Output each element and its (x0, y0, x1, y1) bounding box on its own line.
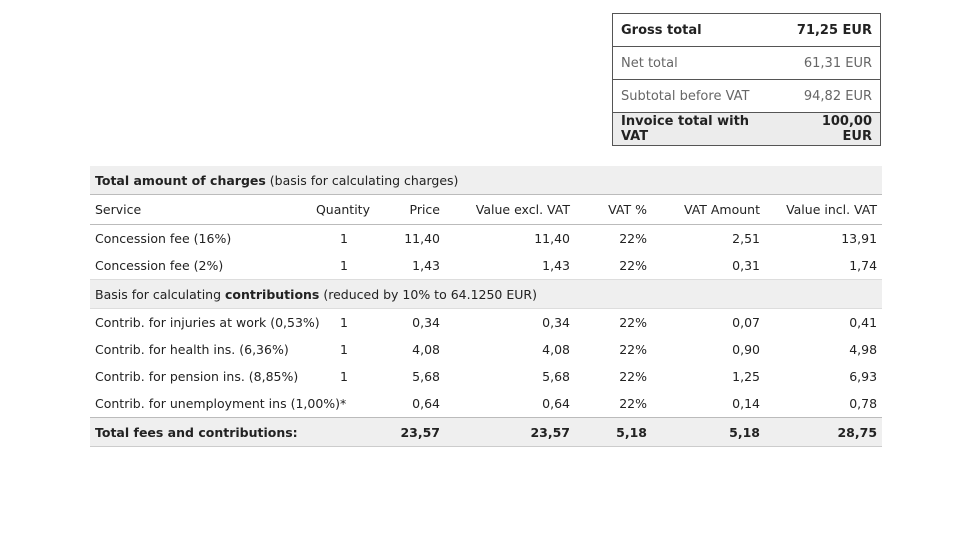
table-cell: 0,64 (412, 396, 440, 411)
column-header: Value excl. VAT (445, 194, 575, 225)
table-cell: 13,91 (841, 231, 878, 246)
table-cell: 0,31 (732, 258, 760, 273)
summary-row: Gross total 71,25 EUR (613, 14, 881, 47)
table-cell: 0,41 (849, 315, 878, 330)
table-cell: 22% (619, 369, 647, 384)
summary-value: 94,82 EUR (782, 79, 881, 113)
table-cell: 1 (340, 315, 348, 330)
table-cell: 11,40 (534, 231, 570, 246)
table-cell: 5,68 (542, 369, 570, 384)
table-cell: 0,34 (412, 315, 440, 330)
column-headers: Service Quantity Price Value excl. VAT VAT %… (90, 194, 883, 225)
table-cell: 5,18 (575, 417, 652, 447)
summary-value: 71,25 EUR (796, 22, 872, 38)
table-cell: 1 (340, 342, 348, 357)
charges-table: Total amount of charges (basis for calcu… (90, 166, 883, 447)
section-title-pre: Basis for calculating (95, 286, 226, 302)
table-cell: 23,57 (445, 417, 575, 447)
table-cell: 0,34 (542, 315, 570, 330)
table-cell: 4,98 (849, 342, 878, 357)
table-row: Contrib. for pension ins. (8,85%) 1 5,68 5,… (90, 363, 882, 390)
table-cell: 1 (340, 258, 348, 273)
summary-label: Subtotal before VAT (612, 79, 782, 113)
column-header: VAT % (575, 194, 652, 225)
summary-value: 61,31 EUR (782, 46, 881, 80)
table-cell: 11,40 (404, 231, 440, 246)
table-cell: 0,90 (732, 342, 760, 357)
table-cell: 0,14 (732, 396, 760, 411)
table-cell: 1 (340, 369, 348, 384)
column-header: Service (90, 194, 300, 225)
summary-value: 100,00 EUR (782, 112, 881, 146)
table-cell: 2,51 (732, 231, 760, 246)
column-header: VAT Amount (652, 194, 765, 225)
table-cell: 22% (619, 396, 647, 411)
table-cell: Contrib. for pension ins. (8,85%) (95, 369, 299, 384)
table-cell: Concession fee (16%) (95, 231, 232, 246)
charges-section-header: Total amount of charges (basis for calcu… (90, 166, 883, 195)
summary-label: Gross total (621, 22, 702, 38)
table-cell: 6,93 (849, 369, 878, 384)
section-title-post: (reduced by 10% to 64.1250 EUR) (319, 286, 537, 302)
table-row: Concession fee (2%) 1 1,43 1,43 22% 0,31 1,74 (90, 252, 882, 280)
table-cell: Contrib. for unemployment ins (1,00%)* (95, 396, 347, 411)
summary-row: Subtotal before VAT 94,82 EUR (612, 79, 881, 113)
table-cell: 1,74 (849, 258, 878, 273)
table-cell: 1,25 (732, 369, 760, 384)
table-cell: Contrib. for injuries at work (0,53%) (95, 315, 320, 330)
section-title: Total amount of charges (95, 172, 266, 188)
table-cell: 4,08 (412, 342, 440, 357)
table-cell: Concession fee (2%) (95, 258, 224, 273)
table-cell: 0,07 (732, 315, 760, 330)
summary-label: Invoice total with VAT (612, 112, 782, 146)
section-title-bold: contributions (225, 286, 320, 302)
table-cell: 5,18 (652, 417, 765, 447)
column-header: Price (375, 194, 445, 225)
table-cell: 22% (619, 231, 647, 246)
table-row: Contrib. for health ins. (6,36%) 1 4,08 4,0… (90, 336, 882, 363)
table-cell: 1,43 (542, 258, 570, 273)
table-cell: 0,64 (542, 396, 570, 411)
table-cell: 22% (619, 258, 647, 273)
summary-label: Net total (612, 46, 782, 80)
table-cell: 1 (340, 231, 348, 246)
invoice-summary: Gross total 71,25 EUR Net total 61,31 EUR Su… (612, 13, 881, 146)
total-row: Total fees and contributions: 23,57 23,57 5… (90, 417, 883, 447)
table-cell: 22% (619, 342, 647, 357)
table-cell: 4,08 (542, 342, 570, 357)
table-cell (300, 417, 375, 447)
table-row: Contrib. for unemployment ins (1,00%)* 0,… (90, 390, 882, 418)
table-cell: 0,78 (849, 396, 878, 411)
contributions-section-header: Basis for calculating contributions (red… (90, 279, 883, 309)
section-subtitle: (basis for calculating charges) (265, 172, 459, 188)
table-row: Concession fee (16%) 1 11,40 11,40 22% 2,51 13… (90, 225, 882, 253)
table-cell: 28,75 (765, 417, 883, 447)
table-cell: 23,57 (375, 417, 445, 447)
table-cell: 1,43 (412, 258, 440, 273)
summary-row: Invoice total with VAT 100,00 EUR (612, 112, 881, 146)
table-cell: Total fees and contributions: (90, 417, 300, 447)
table-row: Contrib. for injuries at work (0,53%) 1 0,… (90, 309, 882, 337)
column-header: Value incl. VAT (765, 194, 883, 225)
summary-row: Net total 61,31 EUR (612, 46, 881, 80)
table-cell: 5,68 (412, 369, 440, 384)
table-cell: Contrib. for health ins. (6,36%) (95, 342, 289, 357)
table-cell: 22% (619, 315, 647, 330)
column-header: Quantity (300, 194, 375, 225)
